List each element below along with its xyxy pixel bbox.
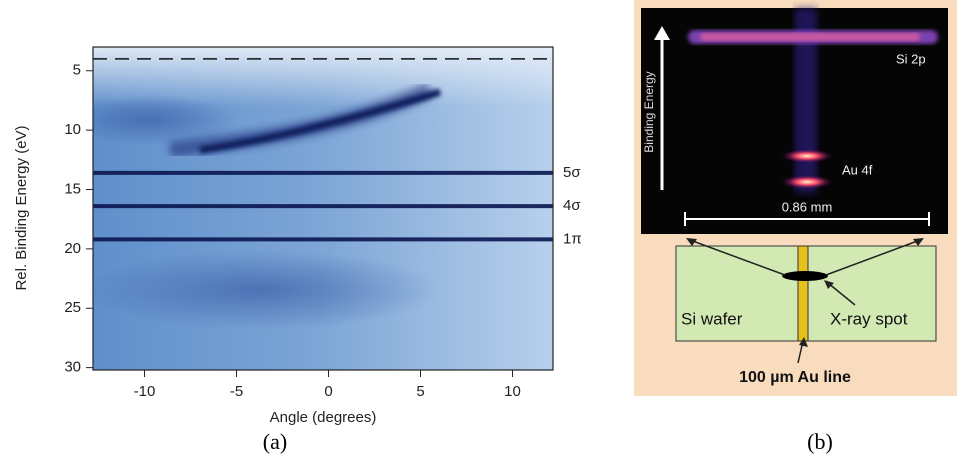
band-label: 1π (563, 230, 582, 247)
spot-label: X-ray spot (830, 309, 908, 328)
y-tick-label: 30 (64, 359, 81, 376)
panel-b (634, 0, 957, 396)
x-tick-label: 10 (504, 383, 521, 400)
wafer-label: Si wafer (681, 309, 743, 328)
y-tick-label: 25 (64, 299, 81, 316)
x-tick-label: 5 (416, 383, 424, 400)
y-tick-label: 20 (64, 240, 81, 257)
y-tick-label: 15 (64, 180, 81, 197)
y-axis-label: Rel. Binding Energy (eV) (13, 125, 30, 290)
y-tick-label: 5 (73, 62, 81, 79)
line-label: 100 µm Au line (739, 369, 851, 386)
x-tick-label: -10 (134, 383, 156, 400)
plot-frame (92, 46, 554, 371)
y-tick-label: 10 (64, 121, 81, 138)
x-tick-label: -5 (230, 383, 243, 400)
scale-label: 0.86 mm (782, 199, 833, 214)
band-label: 4σ (563, 197, 581, 214)
peak-label: Au 4f (842, 162, 873, 177)
b-axis-label: Binding Energy (642, 71, 656, 152)
band-label: 5σ (563, 164, 581, 181)
x-tick-label: 0 (324, 383, 332, 400)
peak-label: Si 2p (896, 51, 926, 66)
caption: (b) (807, 429, 833, 454)
caption: (a) (263, 429, 287, 454)
plot-a: 5 10 15 20 25 30 -10 -5 0 5 10 5σ 4σ 1π (64, 58, 582, 400)
heat-map (93, 47, 553, 370)
x-axis-label: Angle (degrees) (270, 409, 377, 426)
